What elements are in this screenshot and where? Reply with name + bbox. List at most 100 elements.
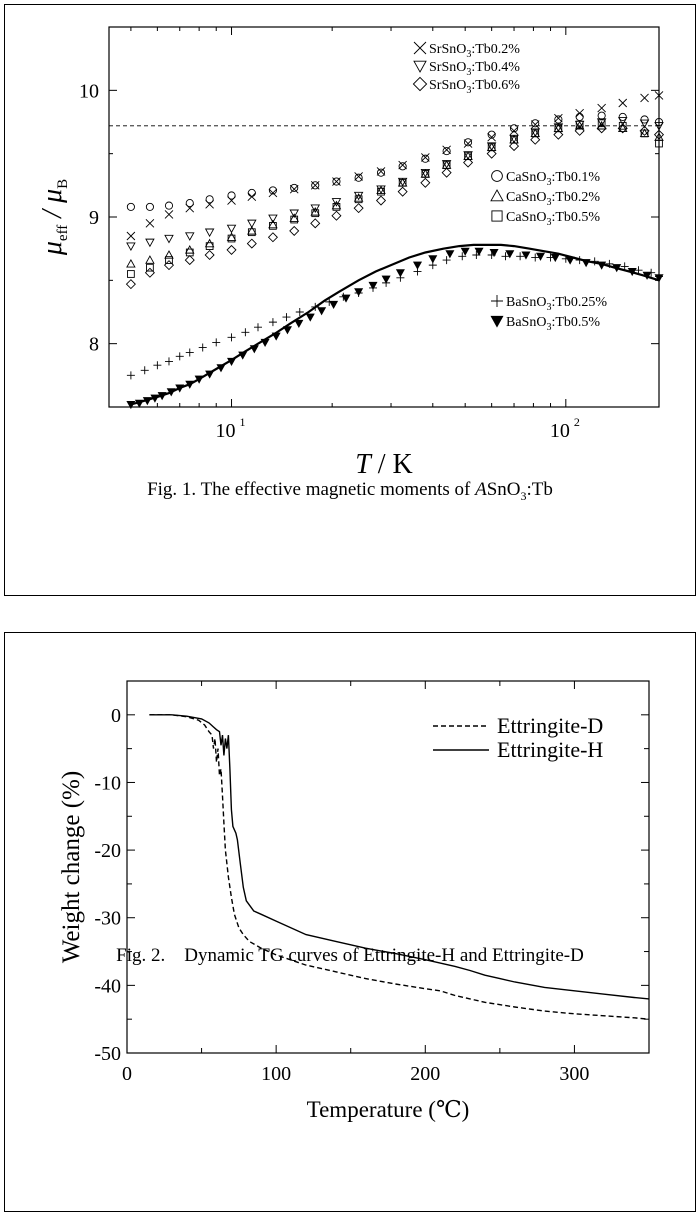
data-point [487, 143, 496, 152]
y-axis: 0 -10 -20 -30 -40 -50 [94, 680, 649, 1065]
x-label-unit: / K [371, 449, 413, 480]
data-point [639, 119, 650, 129]
data-point [311, 209, 320, 218]
legend-entry: SrSnO3:Tb0.6% [412, 76, 520, 96]
data-point [597, 111, 606, 120]
series-CaSnO3:Tb0.5% [127, 119, 663, 278]
x-tick-label: 200 [410, 1063, 440, 1085]
data-point [185, 348, 194, 357]
data-point [126, 371, 135, 380]
data-point [487, 130, 496, 139]
data-point [282, 313, 291, 322]
data-point [395, 269, 405, 278]
figure-1-caption-end: :Tb [526, 479, 553, 500]
data-point [550, 254, 560, 263]
data-point [198, 343, 207, 352]
legend-marker [490, 189, 504, 202]
data-point [241, 328, 250, 337]
data-point [617, 123, 628, 134]
data-point [226, 244, 237, 255]
legend-marker [491, 295, 503, 307]
data-point [420, 177, 431, 188]
data-point [127, 270, 135, 278]
data-point [575, 112, 584, 121]
data-point [126, 242, 136, 252]
x-label-t: T [355, 449, 373, 480]
data-point [204, 238, 215, 248]
y-tick-label: 8 [89, 334, 99, 356]
legend-label-rest: :Tb0.4% [471, 60, 520, 75]
data-point [126, 258, 136, 268]
data-point [289, 184, 299, 194]
legend-label: Ettringite-H [497, 737, 603, 762]
data-point [597, 119, 606, 128]
data-point [375, 195, 387, 206]
data-point [618, 112, 627, 121]
data-point [442, 147, 451, 156]
data-point [353, 193, 364, 202]
data-point [486, 148, 497, 159]
y-label-sub-eff: eff [55, 225, 71, 241]
data-point [397, 186, 408, 197]
data-point [398, 178, 407, 187]
plot-frame [126, 680, 650, 1054]
legend-marker [413, 41, 427, 55]
data-point [531, 119, 540, 128]
legend-label: BaSnO3:Tb0.5% [506, 315, 600, 333]
data-point [140, 366, 149, 375]
data-point [530, 120, 540, 129]
data-point [268, 188, 278, 198]
legend-marker [491, 210, 503, 222]
data-point [620, 262, 629, 271]
x-tick-label: 300 [559, 1063, 589, 1085]
data-point [464, 138, 473, 147]
data-point [463, 157, 474, 168]
legend-subscript: 3 [466, 67, 471, 78]
data-point [226, 224, 237, 234]
data-point [269, 222, 277, 230]
data-point [640, 115, 649, 124]
legend-marker [412, 76, 428, 92]
data-point [597, 103, 606, 113]
y-axis-label: Weight change (%) [58, 771, 85, 963]
data-point [268, 214, 278, 224]
data-point [516, 252, 525, 261]
data-point [125, 279, 136, 290]
legend-label: SrSnO3:Tb0.2% [429, 42, 520, 60]
legend-label-rest: :Tb0.2% [471, 42, 520, 57]
data-point [441, 167, 452, 178]
data-point [377, 187, 385, 196]
legend-label-rest: :Tb0.25% [551, 295, 607, 310]
data-point [398, 160, 407, 170]
series-CaSnO3:Tb0.1% [126, 111, 664, 211]
legend-label: CaSnO3:Tb0.1% [506, 170, 600, 188]
legend-label: BaSnO3:Tb0.25% [506, 295, 607, 313]
data-point [596, 118, 607, 127]
y-tick-label: 0 [111, 705, 121, 727]
legend-subscript: 3 [546, 217, 551, 228]
legend-subscript: 3 [466, 85, 471, 96]
data-point [617, 123, 628, 132]
y-label-mid: / μ [37, 189, 68, 225]
data-point [212, 338, 221, 347]
data-point [289, 213, 299, 222]
data-point [175, 352, 184, 361]
x-tick-exponent: 2 [574, 415, 580, 429]
chart-1: 10 1 10 2 8 9 10 SrSnO3:Tb0.2%SrSnO3:Tb0.4%SrSn… [37, 26, 665, 480]
legend-entry: CaSnO3:Tb0.2% [490, 189, 600, 208]
data-point [596, 120, 607, 130]
data-point [227, 234, 236, 243]
data-point [412, 261, 423, 270]
y-label-sub-b: B [55, 179, 71, 189]
data-point [640, 93, 649, 103]
y-axis: 8 9 10 [79, 26, 659, 408]
data-point [442, 145, 451, 155]
data-point [354, 172, 363, 181]
fit-curve [130, 243, 660, 406]
chart-2: 0 100 200 300 0 -10 -20 -30 -40 -50 Ettringite-DEt… [58, 680, 650, 1122]
y-tick-label: 10 [79, 80, 99, 102]
data-point [398, 162, 407, 171]
data-point [442, 161, 451, 169]
y-axis-label: μeff / μB [37, 179, 71, 256]
data-point [310, 207, 321, 216]
